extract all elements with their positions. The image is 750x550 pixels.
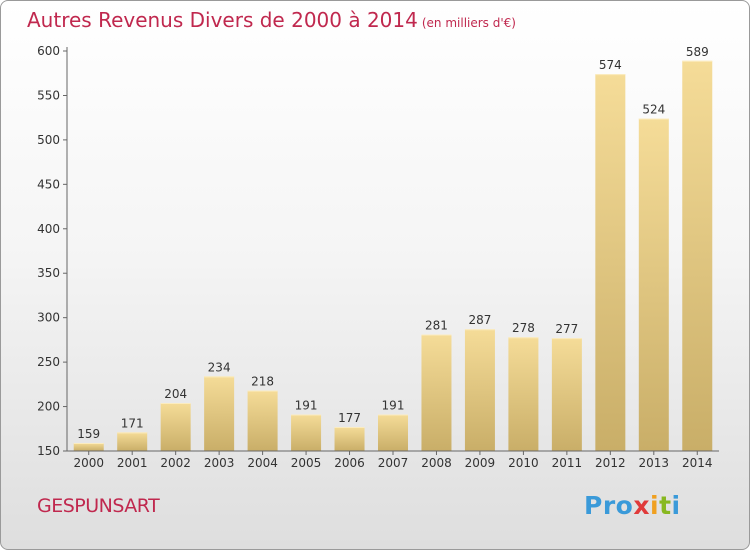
logo-letter: o bbox=[615, 491, 634, 520]
y-tick-label: 250 bbox=[37, 355, 60, 369]
bar-2006 bbox=[334, 427, 365, 451]
bar-value-label: 574 bbox=[599, 58, 622, 72]
y-tick-label: 500 bbox=[37, 133, 60, 147]
x-tick-label: 2007 bbox=[378, 456, 409, 470]
bar-2014 bbox=[682, 60, 713, 452]
logo-letter: x bbox=[633, 491, 650, 520]
bar-value-label: 177 bbox=[338, 411, 361, 425]
chart-title-unit: (en milliers d'€) bbox=[421, 16, 516, 30]
bar-2007 bbox=[378, 414, 408, 451]
bar-2010 bbox=[508, 337, 539, 451]
bar-value-label: 281 bbox=[425, 319, 448, 333]
x-tick-label: 2000 bbox=[73, 456, 104, 470]
bar-2000 bbox=[73, 443, 104, 451]
x-axis: 2000 2001 2002 2003 2004 2005 2006 2007 2008 2009… bbox=[67, 450, 719, 470]
y-tick-label: 200 bbox=[37, 400, 60, 414]
x-tick-label: 2014 bbox=[682, 456, 713, 470]
x-tick-label: 2010 bbox=[508, 456, 539, 470]
x-tick-label: 2001 bbox=[117, 456, 148, 470]
bar-value-label: 218 bbox=[251, 375, 274, 389]
bar-2003 bbox=[204, 376, 235, 451]
y-tick-label: 400 bbox=[37, 222, 60, 236]
x-tick-label: 2012 bbox=[595, 456, 626, 470]
y-tick-label: 300 bbox=[37, 311, 60, 325]
chart-title: Autres Revenus Divers de 2000 à 2014 (en … bbox=[27, 8, 516, 32]
bar-value-label: 159 bbox=[77, 427, 100, 441]
bar-2012 bbox=[595, 74, 626, 451]
x-tick-label: 2005 bbox=[291, 456, 322, 470]
bar-2004 bbox=[247, 390, 278, 451]
x-tick-label: 2002 bbox=[160, 456, 191, 470]
bar-value-label: 287 bbox=[468, 313, 491, 327]
bar-2009 bbox=[464, 329, 495, 451]
proxiti-logo: Proxiti bbox=[584, 491, 681, 520]
bar-value-label: 589 bbox=[686, 45, 709, 59]
commune-name: GESPUNSART bbox=[37, 495, 160, 517]
y-tick-label: 350 bbox=[37, 266, 60, 280]
x-tick-label: 2008 bbox=[421, 456, 452, 470]
logo-letter: t bbox=[659, 491, 672, 520]
y-tick-label: 550 bbox=[37, 88, 60, 102]
x-tick-label: 2013 bbox=[639, 456, 670, 470]
bar-value-label: 234 bbox=[208, 360, 231, 374]
y-axis: 150 200 250 300 350 400 450 500 550 600 bbox=[37, 44, 68, 458]
y-tick-label: 150 bbox=[37, 444, 60, 458]
bar-value-label: 278 bbox=[512, 321, 535, 335]
bar-2011 bbox=[551, 338, 582, 451]
bar-2002 bbox=[160, 403, 191, 451]
bar-2001 bbox=[117, 432, 148, 451]
logo-letter: i bbox=[671, 491, 681, 520]
logo-letter: r bbox=[602, 491, 616, 520]
bar-value-label: 204 bbox=[164, 387, 187, 401]
logo-letter: P bbox=[584, 491, 603, 520]
bar-value-label: 171 bbox=[121, 416, 144, 430]
bar-value-label: 524 bbox=[642, 103, 665, 117]
x-tick-label: 2009 bbox=[465, 456, 496, 470]
y-tick-label: 600 bbox=[37, 44, 60, 58]
y-tick-label: 450 bbox=[37, 177, 60, 191]
bar-value-label: 191 bbox=[295, 399, 318, 413]
chart-title-main: Autres Revenus Divers de 2000 à 2014 bbox=[27, 8, 418, 32]
logo-letter: i bbox=[650, 491, 660, 520]
bar-2013 bbox=[638, 118, 669, 452]
x-tick-label: 2004 bbox=[247, 456, 278, 470]
x-tick-label: 2003 bbox=[204, 456, 235, 470]
x-tick-label: 2011 bbox=[552, 456, 583, 470]
bar-value-label: 191 bbox=[382, 399, 405, 413]
bar-2005 bbox=[291, 414, 322, 451]
bar-2008 bbox=[421, 334, 452, 451]
bars: 159 171 204 234 218 191 177 191 281 287 278 277 574 5… bbox=[73, 45, 713, 452]
bar-value-label: 277 bbox=[555, 322, 578, 336]
x-tick-label: 2006 bbox=[334, 456, 365, 470]
